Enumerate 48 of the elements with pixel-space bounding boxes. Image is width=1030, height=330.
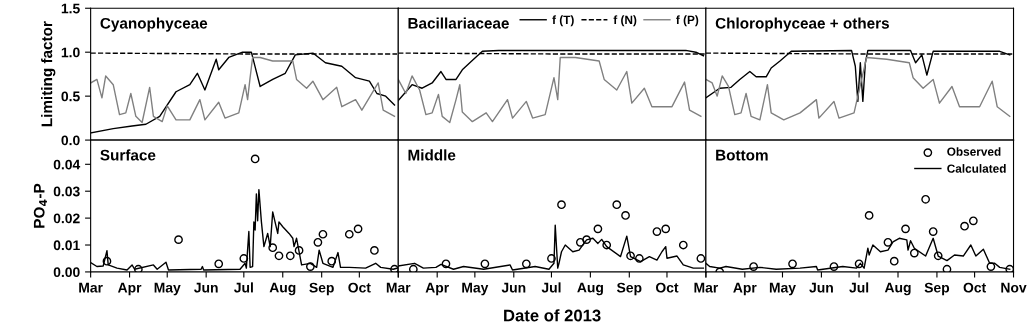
text: Cyanophyceae bbox=[100, 17, 208, 32]
x-tick-label: Aug bbox=[269, 282, 296, 296]
text: Chlorophyceae + others bbox=[715, 17, 889, 32]
x-tick-label: Jun bbox=[194, 282, 218, 293]
x-tick-label: May bbox=[154, 282, 181, 296]
y-tick-label: 0.00 bbox=[53, 267, 80, 278]
x-axis-title: Date of 2013 bbox=[504, 309, 601, 322]
legend-label: f (N) bbox=[613, 15, 637, 27]
chart-title: Middle bbox=[408, 149, 456, 161]
y-tick-label: 1.5 bbox=[61, 3, 80, 14]
x-tick-label: Mar bbox=[694, 282, 719, 293]
legend-label: f (T) bbox=[552, 15, 574, 27]
chart-title: Surface bbox=[100, 149, 156, 161]
x-tick-label: Sep bbox=[309, 282, 334, 296]
chart-title: Bacillariaceae bbox=[408, 17, 509, 29]
x-tick-label: Apr bbox=[733, 282, 757, 296]
y-axis-title: Limiting factor bbox=[41, 21, 56, 127]
x-tick-label: Jul bbox=[849, 282, 869, 293]
x-tick-label: Oct bbox=[963, 282, 986, 293]
y-tick-label: 0.5 bbox=[61, 91, 80, 102]
x-tick-label: Jul bbox=[234, 282, 253, 293]
legend-label: Calculated bbox=[947, 164, 1006, 173]
y-axis-title: PO$_{4}$-P bbox=[33, 183, 47, 228]
x-tick-label: Jun bbox=[501, 282, 526, 293]
y-tick-label: 0.04 bbox=[53, 159, 81, 170]
legend-label: f (P) bbox=[676, 15, 699, 27]
y-tick-label: 1.0 bbox=[61, 47, 80, 58]
legend-label: Observed bbox=[947, 147, 1001, 156]
x-tick-label: May bbox=[769, 282, 796, 296]
x-tick-label: Mar bbox=[79, 282, 103, 293]
x-tick-label: Aug bbox=[884, 282, 911, 296]
x-tick-label: Jul bbox=[541, 282, 561, 293]
y-tick-label: 0.01 bbox=[53, 240, 80, 251]
x-tick-label: Nov bbox=[1001, 282, 1027, 293]
chart-title: Bottom bbox=[716, 149, 768, 161]
x-tick-label: Apr bbox=[117, 282, 142, 296]
x-tick-label: Aug bbox=[577, 282, 603, 296]
y-tick-label: 0.03 bbox=[53, 186, 80, 197]
x-tick-label: May bbox=[462, 282, 489, 296]
x-tick-label: Sep bbox=[924, 282, 950, 296]
x-tick-label: Apr bbox=[425, 282, 449, 296]
x-tick-label: Oct bbox=[655, 282, 679, 293]
x-tick-label: Sep bbox=[616, 282, 642, 296]
y-tick-label: 0.0 bbox=[61, 135, 80, 146]
x-tick-label: Oct bbox=[348, 282, 371, 293]
x-tick-label: Jun bbox=[809, 282, 833, 293]
y-tick-label: 0.02 bbox=[53, 213, 80, 224]
x-tick-label: Mar bbox=[386, 282, 411, 293]
